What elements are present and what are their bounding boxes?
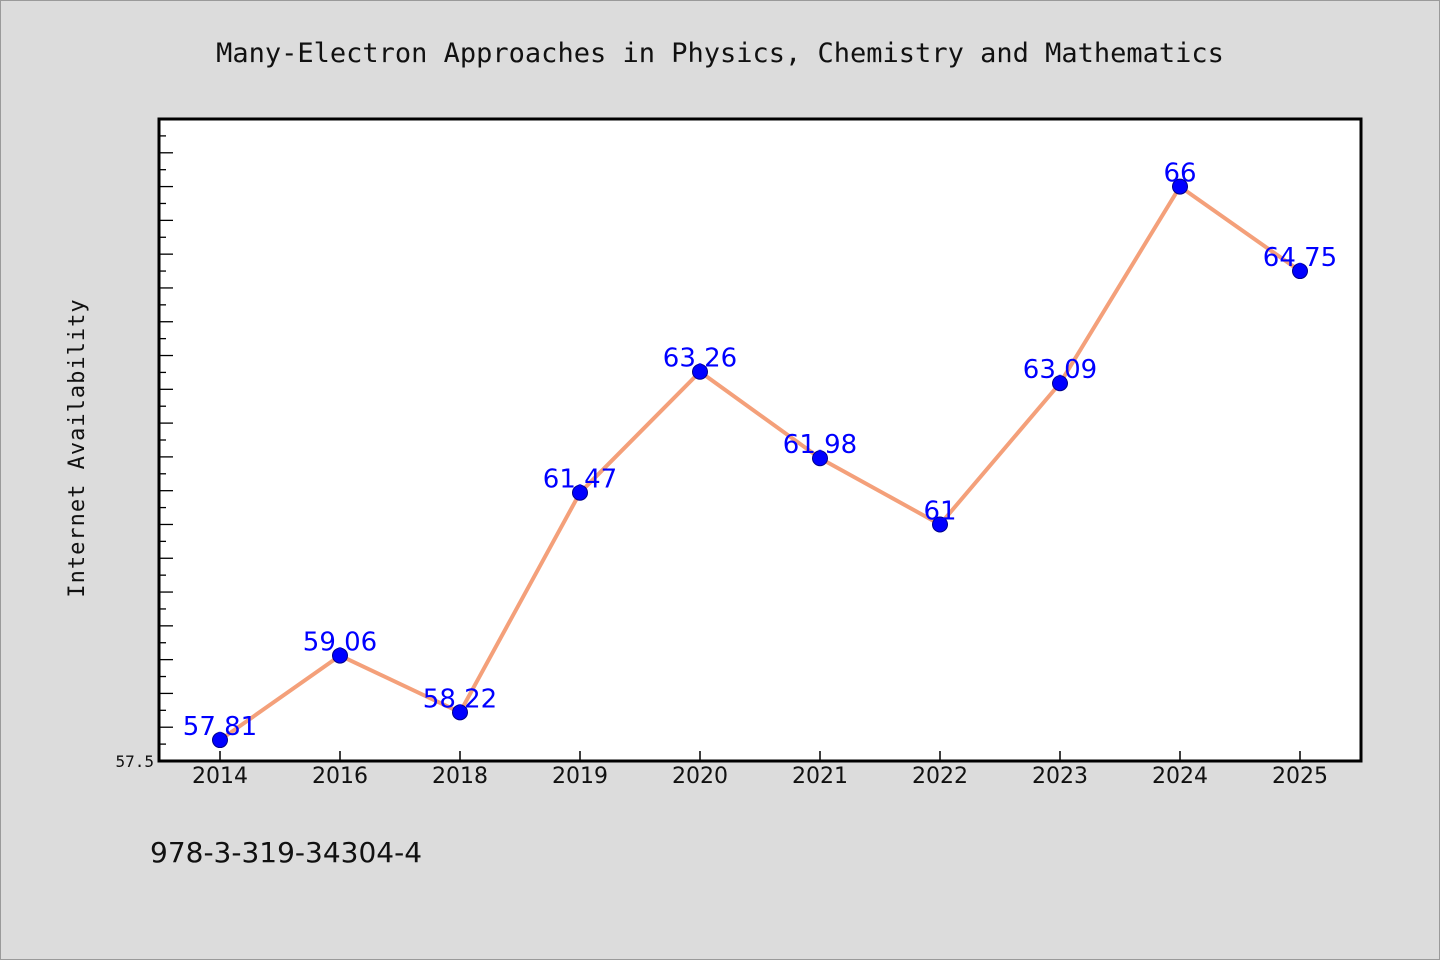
- data-label: 58.22: [423, 684, 497, 714]
- x-tick-label: 2016: [312, 764, 368, 789]
- data-label: 59.06: [303, 628, 377, 658]
- data-label: 64.75: [1263, 243, 1337, 273]
- data-label: 61: [923, 496, 956, 526]
- y-axis-ticks: [159, 118, 173, 762]
- x-tick-label: 2019: [552, 764, 608, 789]
- x-tick-label: 2022: [912, 764, 968, 789]
- series-group: 57.81 59.06 58.22 61.47 63.26 61.98 61 63.09 66 6…: [183, 159, 1337, 749]
- data-point: [212, 732, 228, 749]
- data-label: 66: [1163, 159, 1196, 189]
- data-point: [572, 484, 588, 501]
- x-tick-label: 2021: [792, 764, 848, 789]
- data-label: 63.26: [663, 344, 737, 374]
- x-tick-label: 2023: [1032, 764, 1088, 789]
- data-point: [332, 647, 348, 664]
- isbn-text: 978-3-319-34304-4: [150, 836, 422, 869]
- data-point: [1172, 178, 1188, 195]
- data-label: 63.09: [1023, 355, 1097, 385]
- x-tick-label: 2018: [432, 764, 488, 789]
- data-label: 61.47: [543, 465, 617, 495]
- x-tick-labels: 2014 2016 2018 2019 2020 2021 2022 2023 2024 2025: [192, 764, 1328, 789]
- series-line: [218, 184, 1302, 742]
- data-label: 57.81: [183, 712, 257, 742]
- data-point: [452, 704, 468, 721]
- x-tick-label: 2025: [1272, 764, 1328, 789]
- data-point: [1052, 375, 1068, 392]
- x-tick-label: 2014: [192, 764, 248, 789]
- data-point: [932, 516, 948, 533]
- x-tick-label: 2020: [672, 764, 728, 789]
- x-axis-ticks: [219, 751, 1301, 761]
- data-point: [692, 363, 708, 380]
- x-tick-label: 2024: [1152, 764, 1208, 789]
- data-label: 61.98: [783, 430, 857, 460]
- chart-title: Many-Electron Approaches in Physics, Che…: [216, 38, 1224, 69]
- data-point: [1292, 263, 1308, 280]
- data-point: [812, 450, 828, 467]
- y-tick-label: 57.5: [115, 752, 154, 771]
- plot-area: [157, 117, 1363, 763]
- y-axis-label: Internet Availability: [65, 298, 90, 597]
